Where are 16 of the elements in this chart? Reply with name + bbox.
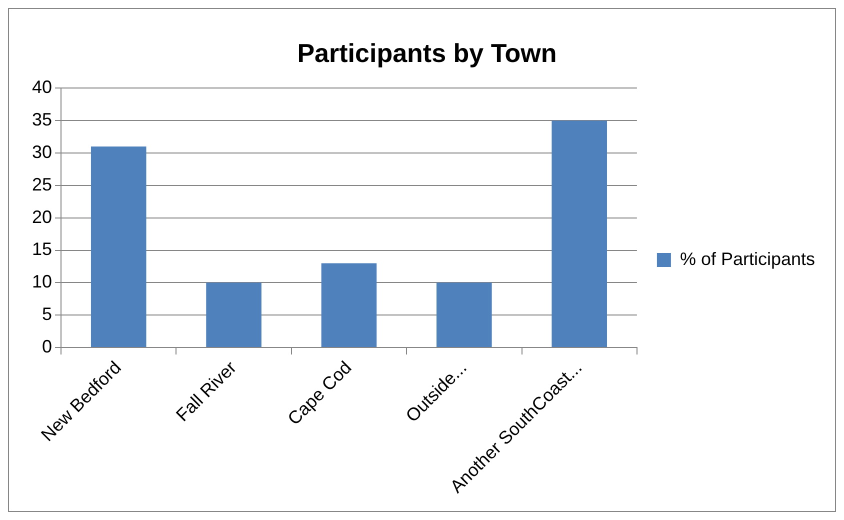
y-tick-label: 35 (32, 110, 52, 130)
y-tick-label: 30 (32, 142, 52, 162)
y-tick-label: 40 (32, 77, 52, 98)
y-tick-label: 0 (42, 336, 52, 356)
y-tick-label: 15 (32, 239, 52, 260)
bar (436, 282, 492, 347)
bar (90, 146, 146, 347)
y-tick-label: 20 (32, 206, 52, 227)
chart-title: Participants by Town (297, 38, 557, 68)
y-tick-label: 10 (32, 272, 52, 292)
y-tick-label: 5 (42, 304, 52, 324)
legend-label: % of Participants (680, 248, 815, 269)
y-tick-label: 25 (32, 174, 52, 194)
bar (552, 120, 607, 347)
bar (321, 263, 377, 347)
bar (206, 282, 262, 347)
